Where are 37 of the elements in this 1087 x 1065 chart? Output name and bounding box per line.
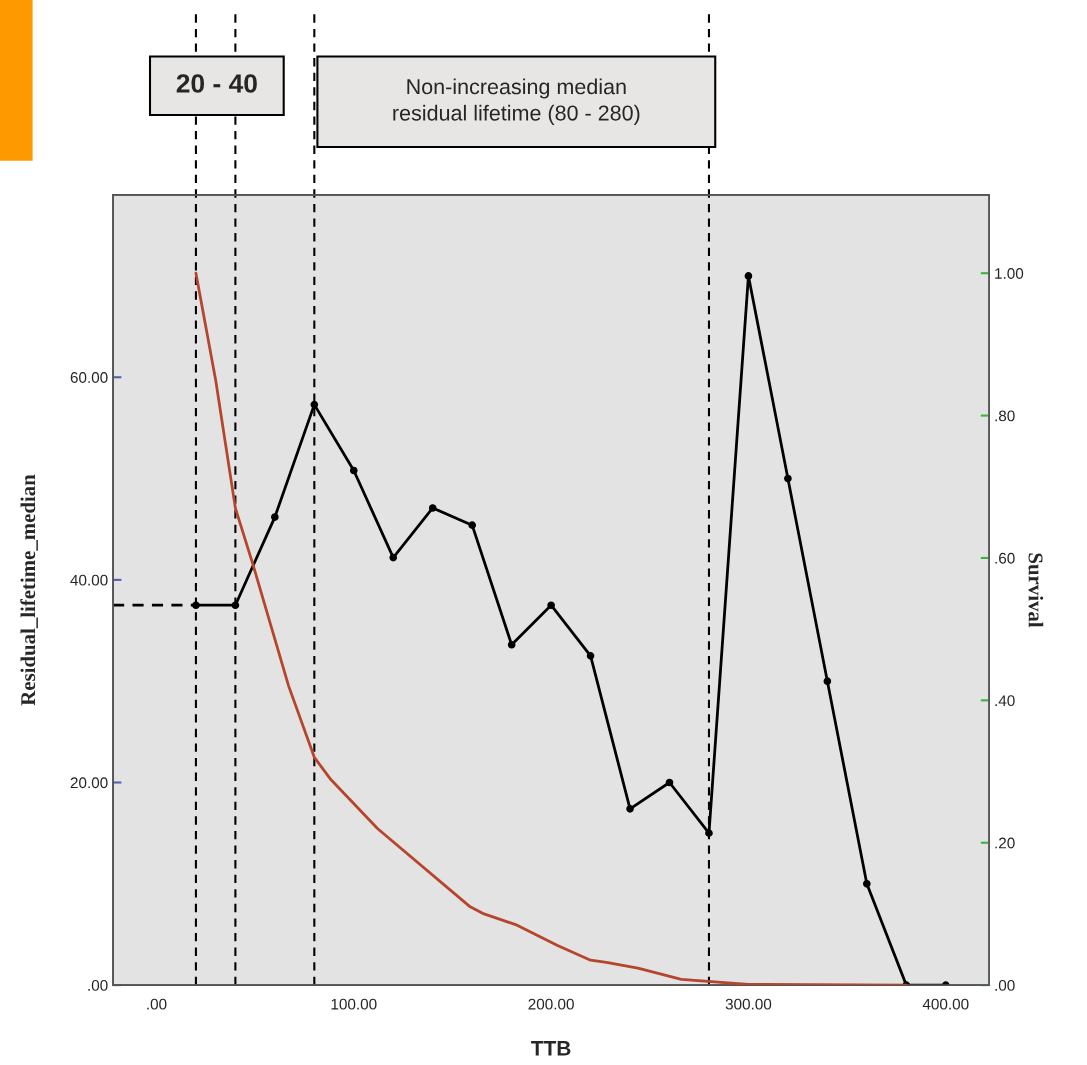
y-tick-label: .00 — [88, 979, 108, 991]
y2-tick-label: .80 — [995, 410, 1015, 422]
point — [665, 778, 674, 787]
y2-axis-title: Survival — [1028, 553, 1044, 628]
y-axis-title: Residual_lifetime_median — [20, 474, 38, 706]
y2-tick-label: .40 — [995, 695, 1015, 707]
x-axis-title: TTB — [531, 1041, 571, 1056]
y2-tick-label: 1.00 — [995, 268, 1024, 279]
point — [784, 474, 792, 483]
text: 20 - 40 — [176, 74, 257, 93]
point — [349, 466, 358, 475]
y-tick-label: 20.00 — [70, 777, 108, 789]
point — [271, 513, 279, 521]
point — [231, 601, 240, 610]
point — [705, 829, 713, 837]
x-tick-label: 300.00 — [725, 998, 772, 1010]
y-tick-label: 60.00 — [70, 372, 108, 383]
y2-tick-label: .20 — [995, 837, 1015, 849]
point — [507, 640, 516, 649]
point — [744, 272, 753, 280]
x-tick-label: .00 — [147, 998, 167, 1010]
point — [428, 504, 437, 512]
point — [586, 652, 595, 660]
point — [823, 677, 832, 686]
text: Non-increasing median residual lifetime (80 - 280) — [393, 78, 640, 125]
point — [626, 805, 634, 813]
x-tick-label: 100.00 — [331, 998, 377, 1010]
point — [547, 601, 555, 610]
y-tick-label: 40.00 — [70, 574, 108, 586]
point — [310, 400, 319, 409]
x-tick-label: 400.00 — [922, 998, 969, 1010]
point — [468, 521, 476, 529]
y2-tick-label: .60 — [995, 552, 1015, 564]
point — [389, 553, 398, 562]
x-tick-label: 200.00 — [528, 998, 574, 1010]
point — [863, 879, 871, 888]
y2-tick-label: .00 — [995, 979, 1015, 991]
